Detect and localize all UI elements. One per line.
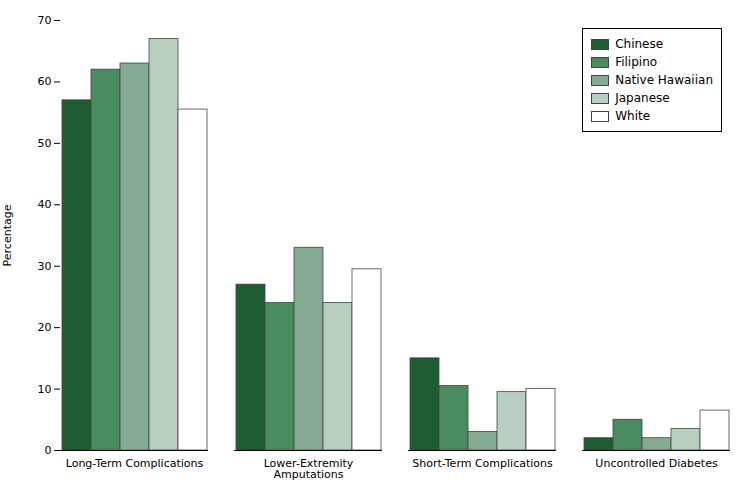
svg-text:10: 10 (38, 383, 52, 396)
svg-text:Lower-ExtremityAmputations: Lower-ExtremityAmputations (264, 457, 354, 481)
svg-text:Long-Term Complications: Long-Term Complications (66, 457, 204, 470)
svg-text:Short-Term Complications: Short-Term Complications (412, 457, 553, 470)
svg-text:30: 30 (38, 260, 52, 273)
html-text:Native Hawaiian: Native Hawaiian (615, 73, 713, 87)
svg-text:60: 60 (38, 75, 52, 88)
html-text:Chinese: Chinese (615, 37, 664, 51)
svg-text:20: 20 (38, 321, 52, 334)
html-text:Filipino: Filipino (615, 55, 658, 69)
svg-text:70: 70 (38, 14, 52, 27)
html-text:Japanese: Japanese (615, 91, 670, 105)
svg-text:Uncontrolled Diabetes: Uncontrolled Diabetes (595, 457, 718, 470)
html-text:White: White (615, 109, 651, 123)
svg-text:0: 0 (45, 444, 52, 457)
svg-text:40: 40 (38, 198, 52, 211)
svg-text:50: 50 (38, 137, 52, 150)
svg-text:Percentage: Percentage (1, 204, 14, 266)
